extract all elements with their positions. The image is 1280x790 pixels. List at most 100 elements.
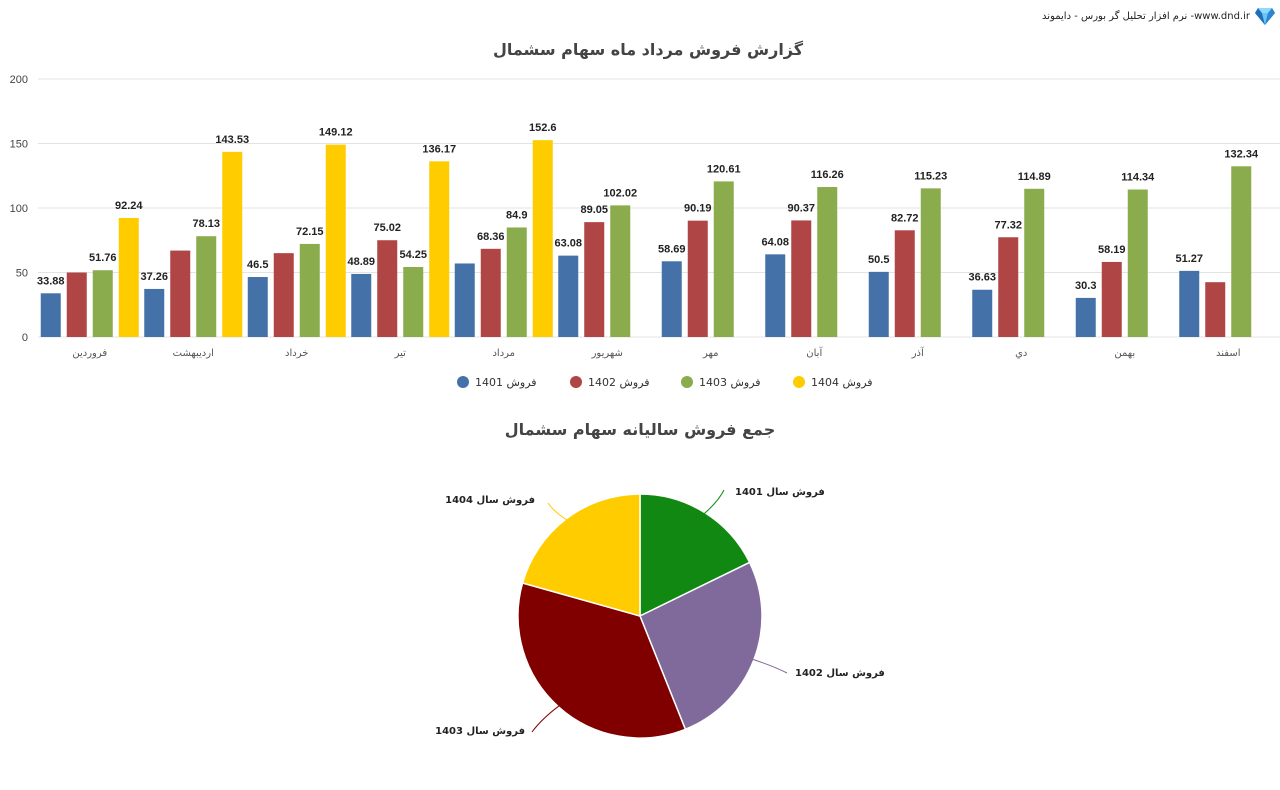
bar-chart-title: گزارش فروش مرداد ماه سهام سشمال <box>493 40 804 59</box>
pie-leader-line <box>703 489 725 515</box>
data-label: 115.23 <box>914 170 947 182</box>
brand-header: نرم افزار تحلیل گر بورس - دایموند -www.d… <box>1042 6 1276 26</box>
bar-2-3 <box>273 253 294 337</box>
data-label: 30.3 <box>1075 280 1096 292</box>
bar-1-2 <box>144 288 165 337</box>
bar-3-10 <box>1024 188 1045 337</box>
pie-chart: فروش سال 1401 فروش سال 1402 فروش سال 1403 ف… <box>435 487 885 739</box>
legend-marker-2 <box>570 376 582 388</box>
bar-2-5 <box>480 248 501 337</box>
pie-label-3: فروش سال 1403 <box>435 726 525 737</box>
bar-1-6 <box>558 255 579 337</box>
x-category-label: تیر <box>394 348 407 359</box>
bar-2-11 <box>1101 261 1122 337</box>
data-label: 152.6 <box>529 122 557 134</box>
bar-2-7 <box>687 220 708 337</box>
x-category-label: مرداد <box>492 348 515 359</box>
bar-2-10 <box>998 237 1019 337</box>
bar-4-5 <box>532 140 553 337</box>
bar-3-12 <box>1231 166 1252 337</box>
y-tick-label: 100 <box>10 203 28 215</box>
bar-3-9 <box>920 188 941 337</box>
x-category-label: دي <box>1015 348 1027 359</box>
data-label: 132.34 <box>1224 148 1259 160</box>
x-category-label: بهمن <box>1114 348 1135 359</box>
data-label: 72.15 <box>296 226 324 238</box>
bar-2-6 <box>584 222 605 337</box>
pie-leader-line <box>531 704 561 733</box>
pie-label-2: فروش سال 1402 <box>795 668 885 679</box>
bar-1-9 <box>868 271 889 337</box>
diamond-icon <box>1255 8 1275 25</box>
pie-label-1: فروش سال 1401 <box>735 487 825 498</box>
data-label: 51.27 <box>1175 253 1203 265</box>
legend-label-4: فروش 1404 <box>811 376 873 389</box>
data-labels: 33.88 51.76 92.24 37.26 78.13 143.53 46.5 72.15… <box>37 122 1259 292</box>
data-label: 58.69 <box>658 243 686 255</box>
bar-4-2 <box>222 151 243 337</box>
bar-1-11 <box>1075 297 1096 337</box>
legend-label-1: فروش 1401 <box>475 376 537 389</box>
x-category-label: شهریور <box>591 348 623 359</box>
data-label: 63.08 <box>554 238 582 250</box>
data-label: 48.89 <box>347 256 375 268</box>
x-category-label: اردیبهشت <box>173 348 214 359</box>
gridlines <box>38 78 1280 338</box>
pie-slice-1 <box>639 493 751 618</box>
bar-3-8 <box>817 187 838 337</box>
pie-label-4: فروش سال 1404 <box>445 495 535 506</box>
data-label: 120.61 <box>707 163 741 175</box>
bar-2-4 <box>377 240 398 337</box>
bar-1-1 <box>40 293 61 337</box>
legend-marker-1 <box>457 376 469 388</box>
pie-leader-line <box>547 502 568 521</box>
x-category-label: خرداد <box>285 348 308 359</box>
bar-2-12 <box>1205 282 1226 337</box>
bar-3-3 <box>299 243 320 337</box>
data-label: 78.13 <box>192 218 220 230</box>
data-label: 68.36 <box>477 231 505 243</box>
legend-label-2: فروش 1402 <box>588 376 650 389</box>
data-label: 143.53 <box>215 134 249 146</box>
bar-1-8 <box>765 254 786 337</box>
bar-2-1 <box>66 272 87 337</box>
data-label: 136.17 <box>422 143 456 155</box>
bar-series <box>40 140 1252 337</box>
x-category-label: فروردین <box>72 348 107 359</box>
bar-3-7 <box>713 181 734 337</box>
data-label: 114.34 <box>1121 172 1155 184</box>
bar-3-6 <box>610 205 631 337</box>
legend: فروش 1401 فروش 1402 فروش 1403 فروش 1404 <box>457 376 873 389</box>
x-axis-categories: فروردین اردیبهشت خرداد تیر مرداد شهریور مهر آبا… <box>72 346 1240 359</box>
bar-3-2 <box>196 236 217 337</box>
bar-3-4 <box>403 267 424 337</box>
bar-2-9 <box>894 230 915 337</box>
y-axis-ticks: 0 50 100 150 200 <box>10 74 28 344</box>
data-label: 37.26 <box>140 271 168 283</box>
x-category-label: آبان <box>806 346 823 359</box>
bar-1-4 <box>351 273 372 337</box>
brand-text: نرم افزار تحلیل گر بورس - دایموند -www.d… <box>1042 10 1250 22</box>
bar-3-1 <box>92 270 113 337</box>
bar-1-3 <box>247 277 268 337</box>
pie-chart-title: جمع فروش سالیانه سهام سشمال <box>505 420 776 439</box>
data-label: 51.76 <box>89 252 117 264</box>
bar-1-7 <box>661 261 682 337</box>
bar-4-1 <box>118 218 139 337</box>
bar-1-5 <box>454 263 475 337</box>
data-label: 116.26 <box>811 169 844 181</box>
data-label: 54.25 <box>399 249 427 261</box>
pie-leader-line <box>751 658 788 674</box>
y-tick-label: 200 <box>10 74 28 86</box>
data-label: 92.24 <box>115 200 143 212</box>
data-label: 77.32 <box>994 219 1022 231</box>
data-label: 58.19 <box>1098 244 1126 256</box>
bar-1-10 <box>972 289 993 337</box>
legend-marker-4 <box>793 376 805 388</box>
data-label: 82.72 <box>891 212 919 224</box>
data-label: 46.5 <box>247 259 268 271</box>
bar-4-3 <box>325 144 346 337</box>
bar-2-8 <box>791 220 812 337</box>
bar-1-12 <box>1179 270 1200 337</box>
x-category-label: آذر <box>911 346 925 359</box>
